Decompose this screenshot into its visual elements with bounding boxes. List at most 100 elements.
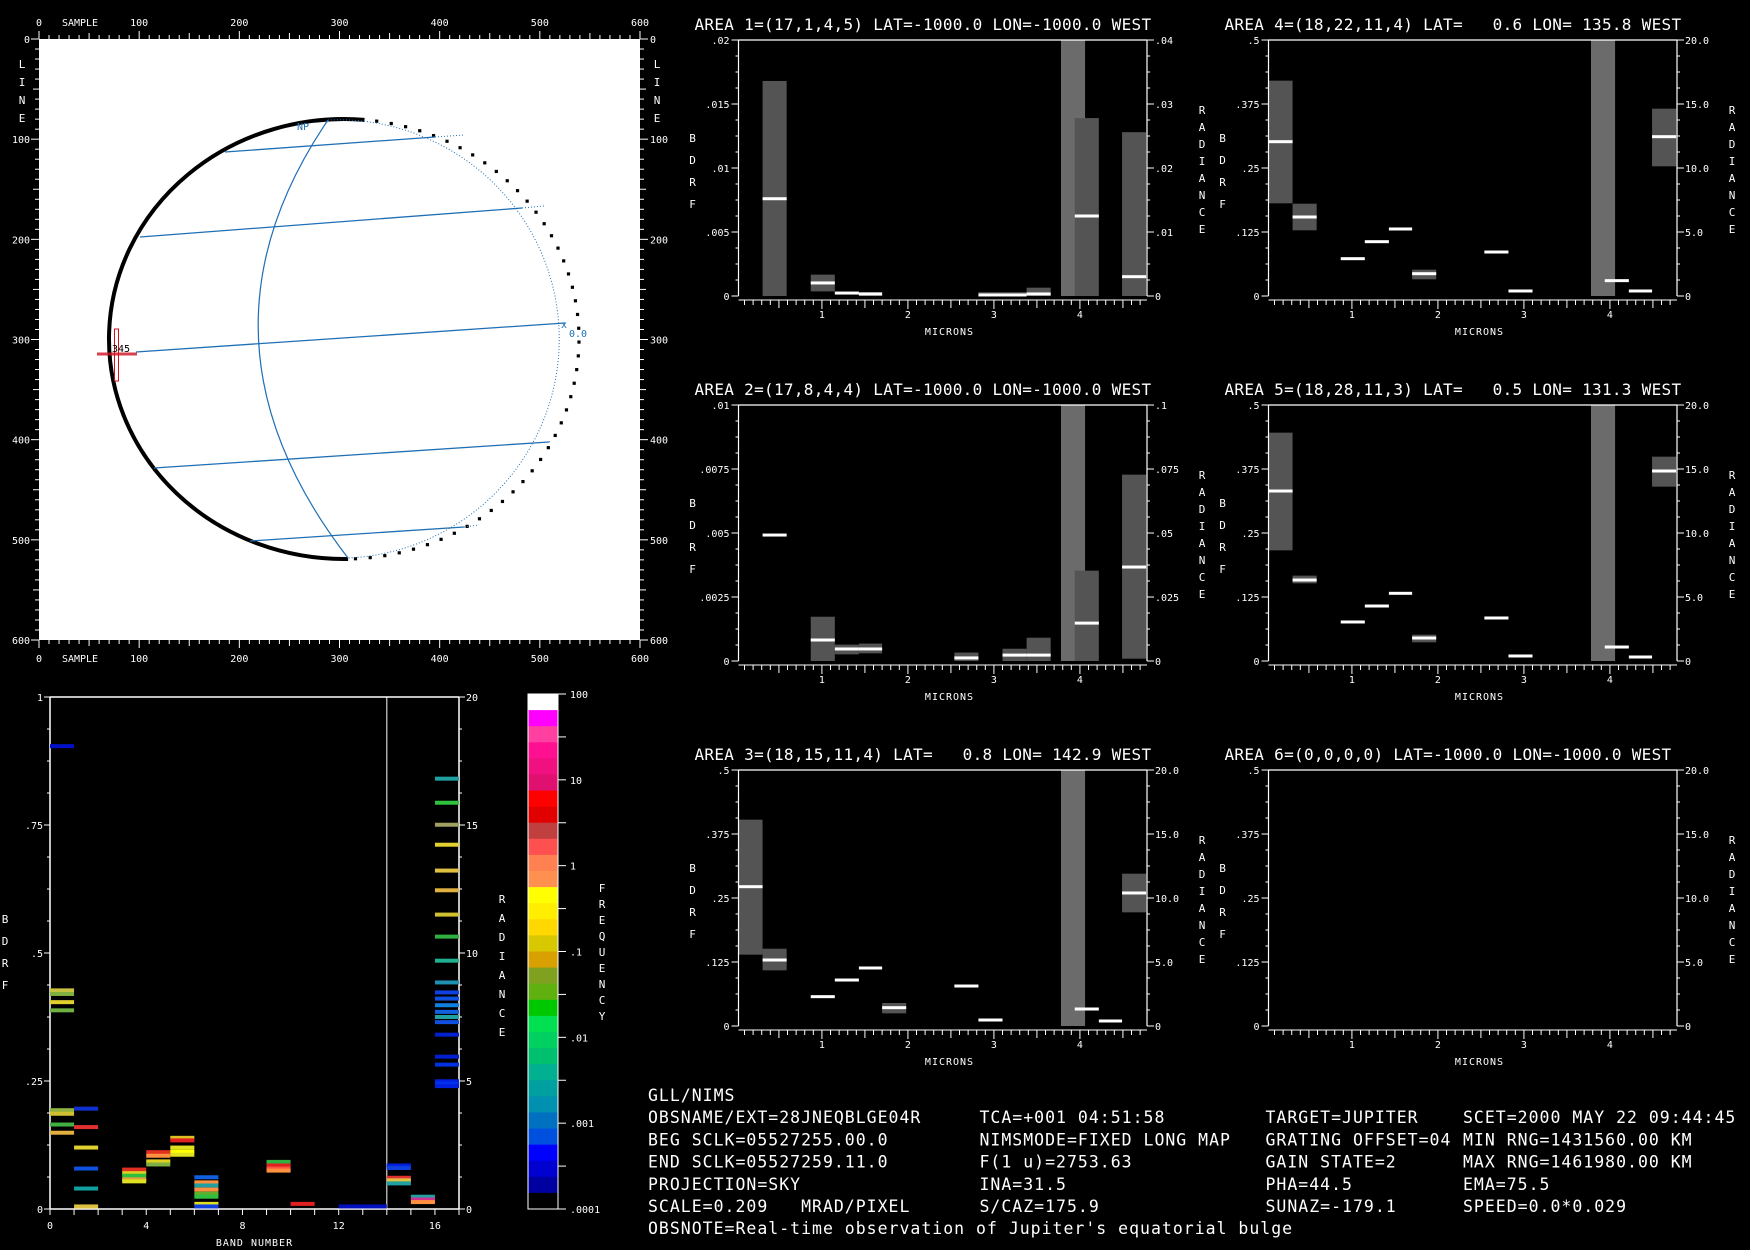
planet-limb-dot xyxy=(511,490,515,494)
bdrf-axis-label: BDRF xyxy=(1216,132,1229,220)
sample-tick-label: 400 xyxy=(431,654,449,665)
bdrf-tick-label: .01 xyxy=(711,164,729,175)
sample-tick-label: 300 xyxy=(330,654,348,665)
mean-marker xyxy=(1340,257,1365,261)
colorbar-tick-label: .01 xyxy=(570,1033,588,1044)
histogram-stripe xyxy=(434,1032,459,1037)
planet-limb-dot xyxy=(353,557,358,561)
microns-axis-label: MICRONS xyxy=(925,327,974,338)
line-tick-label: 200 xyxy=(12,235,30,246)
planet-limb-dot xyxy=(445,139,449,143)
planet-limb-dot xyxy=(418,129,422,133)
histogram-stripe xyxy=(170,1152,195,1157)
radiance-tick-label: 0 xyxy=(1685,292,1691,303)
colorbar-tick-label: .001 xyxy=(570,1119,594,1130)
area-chart-2: AREA 2=(17,8,4,4) LAT=-1000.0 LON=-1000.… xyxy=(686,380,1209,703)
radiance-axis-label: RADIANCE xyxy=(1726,469,1739,605)
histogram-stripe xyxy=(194,1191,219,1196)
radiance-tick-label: 10 xyxy=(466,949,478,960)
radiance-tick-label: .01 xyxy=(1155,228,1173,239)
histogram-stripe xyxy=(122,1177,147,1182)
image-canvas xyxy=(39,39,640,640)
colorbar-tick-label: 10 xyxy=(570,776,582,787)
bdrf-tick-label: .5 xyxy=(1247,766,1259,777)
line-tick-label: 500 xyxy=(12,536,30,547)
band-tick-label: 16 xyxy=(429,1221,441,1232)
info-field: GRATING OFFSET=04 xyxy=(1266,1130,1452,1149)
planet-limb-dot xyxy=(534,210,538,214)
microns-axis-label: MICRONS xyxy=(925,1057,974,1068)
latitude-line xyxy=(153,441,550,469)
line-tick-label: 0 xyxy=(650,35,656,46)
bdrf-tick-label: 0 xyxy=(1253,1022,1259,1033)
line-tick-label: 0 xyxy=(24,35,30,46)
bdrf-tick-label: .25 xyxy=(711,894,729,905)
histogram-stripe xyxy=(266,1163,291,1168)
histogram-stripe xyxy=(194,1201,219,1206)
histogram-stripe xyxy=(266,1168,291,1173)
colorbar-swatch xyxy=(528,887,558,904)
info-field: TARGET=JUPITER xyxy=(1266,1108,1419,1127)
bdrf-tick-label: .25 xyxy=(1241,529,1259,540)
histogram-stripe xyxy=(434,868,459,873)
sample-axis-label: SAMPLE xyxy=(62,654,98,665)
radiance-tick-label: 5.0 xyxy=(1685,593,1703,604)
info-field: MAX RNG=1461980.00 KM xyxy=(1463,1153,1693,1172)
latitude-line xyxy=(135,322,566,353)
info-field: TCA=+001 04:51:58 xyxy=(980,1108,1166,1127)
micron-tick-label: 2 xyxy=(1435,310,1441,321)
mean-marker xyxy=(738,885,763,889)
bdrf-tick-label: 0 xyxy=(37,1205,43,1216)
bdrf-axis-label: BDRF xyxy=(686,862,699,950)
line-tick-label: 400 xyxy=(12,436,30,447)
colorbar-swatch xyxy=(528,983,558,1001)
histogram-stripe xyxy=(194,1204,219,1209)
micron-tick-label: 4 xyxy=(1607,1040,1613,1051)
latitude-line xyxy=(224,136,436,153)
latitude-line xyxy=(139,207,523,238)
band-tick-label: 12 xyxy=(333,1221,345,1232)
info-field: NIMSMODE=FIXED LONG MAP xyxy=(980,1130,1231,1149)
mean-marker xyxy=(978,293,1003,297)
histogram-stripe xyxy=(434,888,459,893)
histogram-stripe xyxy=(410,1194,435,1199)
colorbar-swatch xyxy=(528,967,558,985)
bdrf-tick-label: .125 xyxy=(1235,228,1259,239)
bdrf-tick-label: .375 xyxy=(1235,465,1259,476)
colorbar-swatch xyxy=(528,774,558,792)
range-bar xyxy=(1122,132,1147,296)
histogram-stripe xyxy=(434,776,459,781)
band-tick-label: 4 xyxy=(143,1221,149,1232)
range-bar xyxy=(762,80,787,297)
area-chart-6: AREA 6=(0,0,0,0) LAT=-1000.0 LON=-1000.0… xyxy=(1216,745,1739,1068)
histogram-stripe xyxy=(122,1173,147,1178)
histogram-stripe xyxy=(194,1183,219,1188)
info-field: EMA=75.5 xyxy=(1463,1175,1550,1194)
planet-limb-dot xyxy=(542,222,546,226)
mean-marker xyxy=(1484,250,1509,254)
radiance-axis-label: RADIANCE xyxy=(1726,834,1739,970)
bdrf-tick-label: .005 xyxy=(705,228,729,239)
histogram-stripe xyxy=(434,996,459,1001)
histogram-stripe xyxy=(50,1000,75,1005)
radiance-tick-label: 0 xyxy=(1155,292,1161,303)
histogram-stripe xyxy=(434,958,459,963)
histogram-stripe xyxy=(410,1200,435,1205)
micron-tick-label: 3 xyxy=(1521,310,1527,321)
colorbar-tick-label: 100 xyxy=(570,690,588,701)
mean-marker xyxy=(762,958,787,962)
bdrf-axis-label: BDRF xyxy=(1216,497,1229,585)
histogram-stripe xyxy=(434,800,459,805)
line-tick-label: 600 xyxy=(12,636,30,647)
mean-marker xyxy=(1292,215,1317,219)
radiance-tick-label: 15.0 xyxy=(1685,465,1709,476)
planet-limb-dot xyxy=(439,537,443,541)
histogram-stripe xyxy=(434,1015,459,1019)
sample-tick-label: 500 xyxy=(531,654,549,665)
chart-title: AREA 4=(18,22,11,4) LAT= 0.6 LON= 135.8 … xyxy=(1225,15,1682,34)
histogram-stripe xyxy=(74,1186,99,1191)
mean-marker xyxy=(858,966,883,970)
radiance-axis-label: RADIANCE xyxy=(1196,469,1209,605)
